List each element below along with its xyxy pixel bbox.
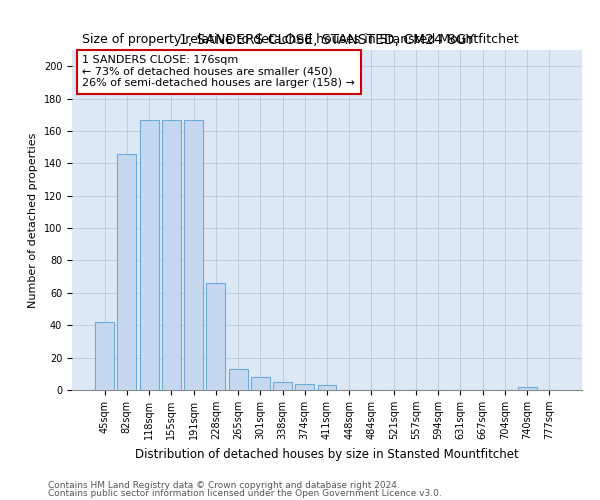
Text: 1 SANDERS CLOSE: 176sqm
← 73% of detached houses are smaller (450)
26% of semi-d: 1 SANDERS CLOSE: 176sqm ← 73% of detache… <box>82 55 355 88</box>
Bar <box>118 154 136 390</box>
Y-axis label: Number of detached properties: Number of detached properties <box>28 132 38 308</box>
Bar <box>518 387 536 390</box>
X-axis label: Distribution of detached houses by size in Stansted Mountfitchet: Distribution of detached houses by size … <box>135 448 519 460</box>
Bar <box>184 120 203 390</box>
Bar <box>95 322 114 390</box>
Bar <box>206 283 225 390</box>
Bar <box>273 382 292 390</box>
Title: 1, SANDERS CLOSE, STANSTED, CM24 8GY: 1, SANDERS CLOSE, STANSTED, CM24 8GY <box>179 34 475 48</box>
Bar <box>317 385 337 390</box>
Bar <box>140 120 158 390</box>
Bar <box>295 384 314 390</box>
Text: Size of property relative to detached houses in Stansted Mountfitchet: Size of property relative to detached ho… <box>82 32 518 46</box>
Text: Contains public sector information licensed under the Open Government Licence v3: Contains public sector information licen… <box>48 489 442 498</box>
Text: Contains HM Land Registry data © Crown copyright and database right 2024.: Contains HM Land Registry data © Crown c… <box>48 480 400 490</box>
Bar <box>162 120 181 390</box>
Bar <box>229 369 248 390</box>
Bar <box>251 377 270 390</box>
